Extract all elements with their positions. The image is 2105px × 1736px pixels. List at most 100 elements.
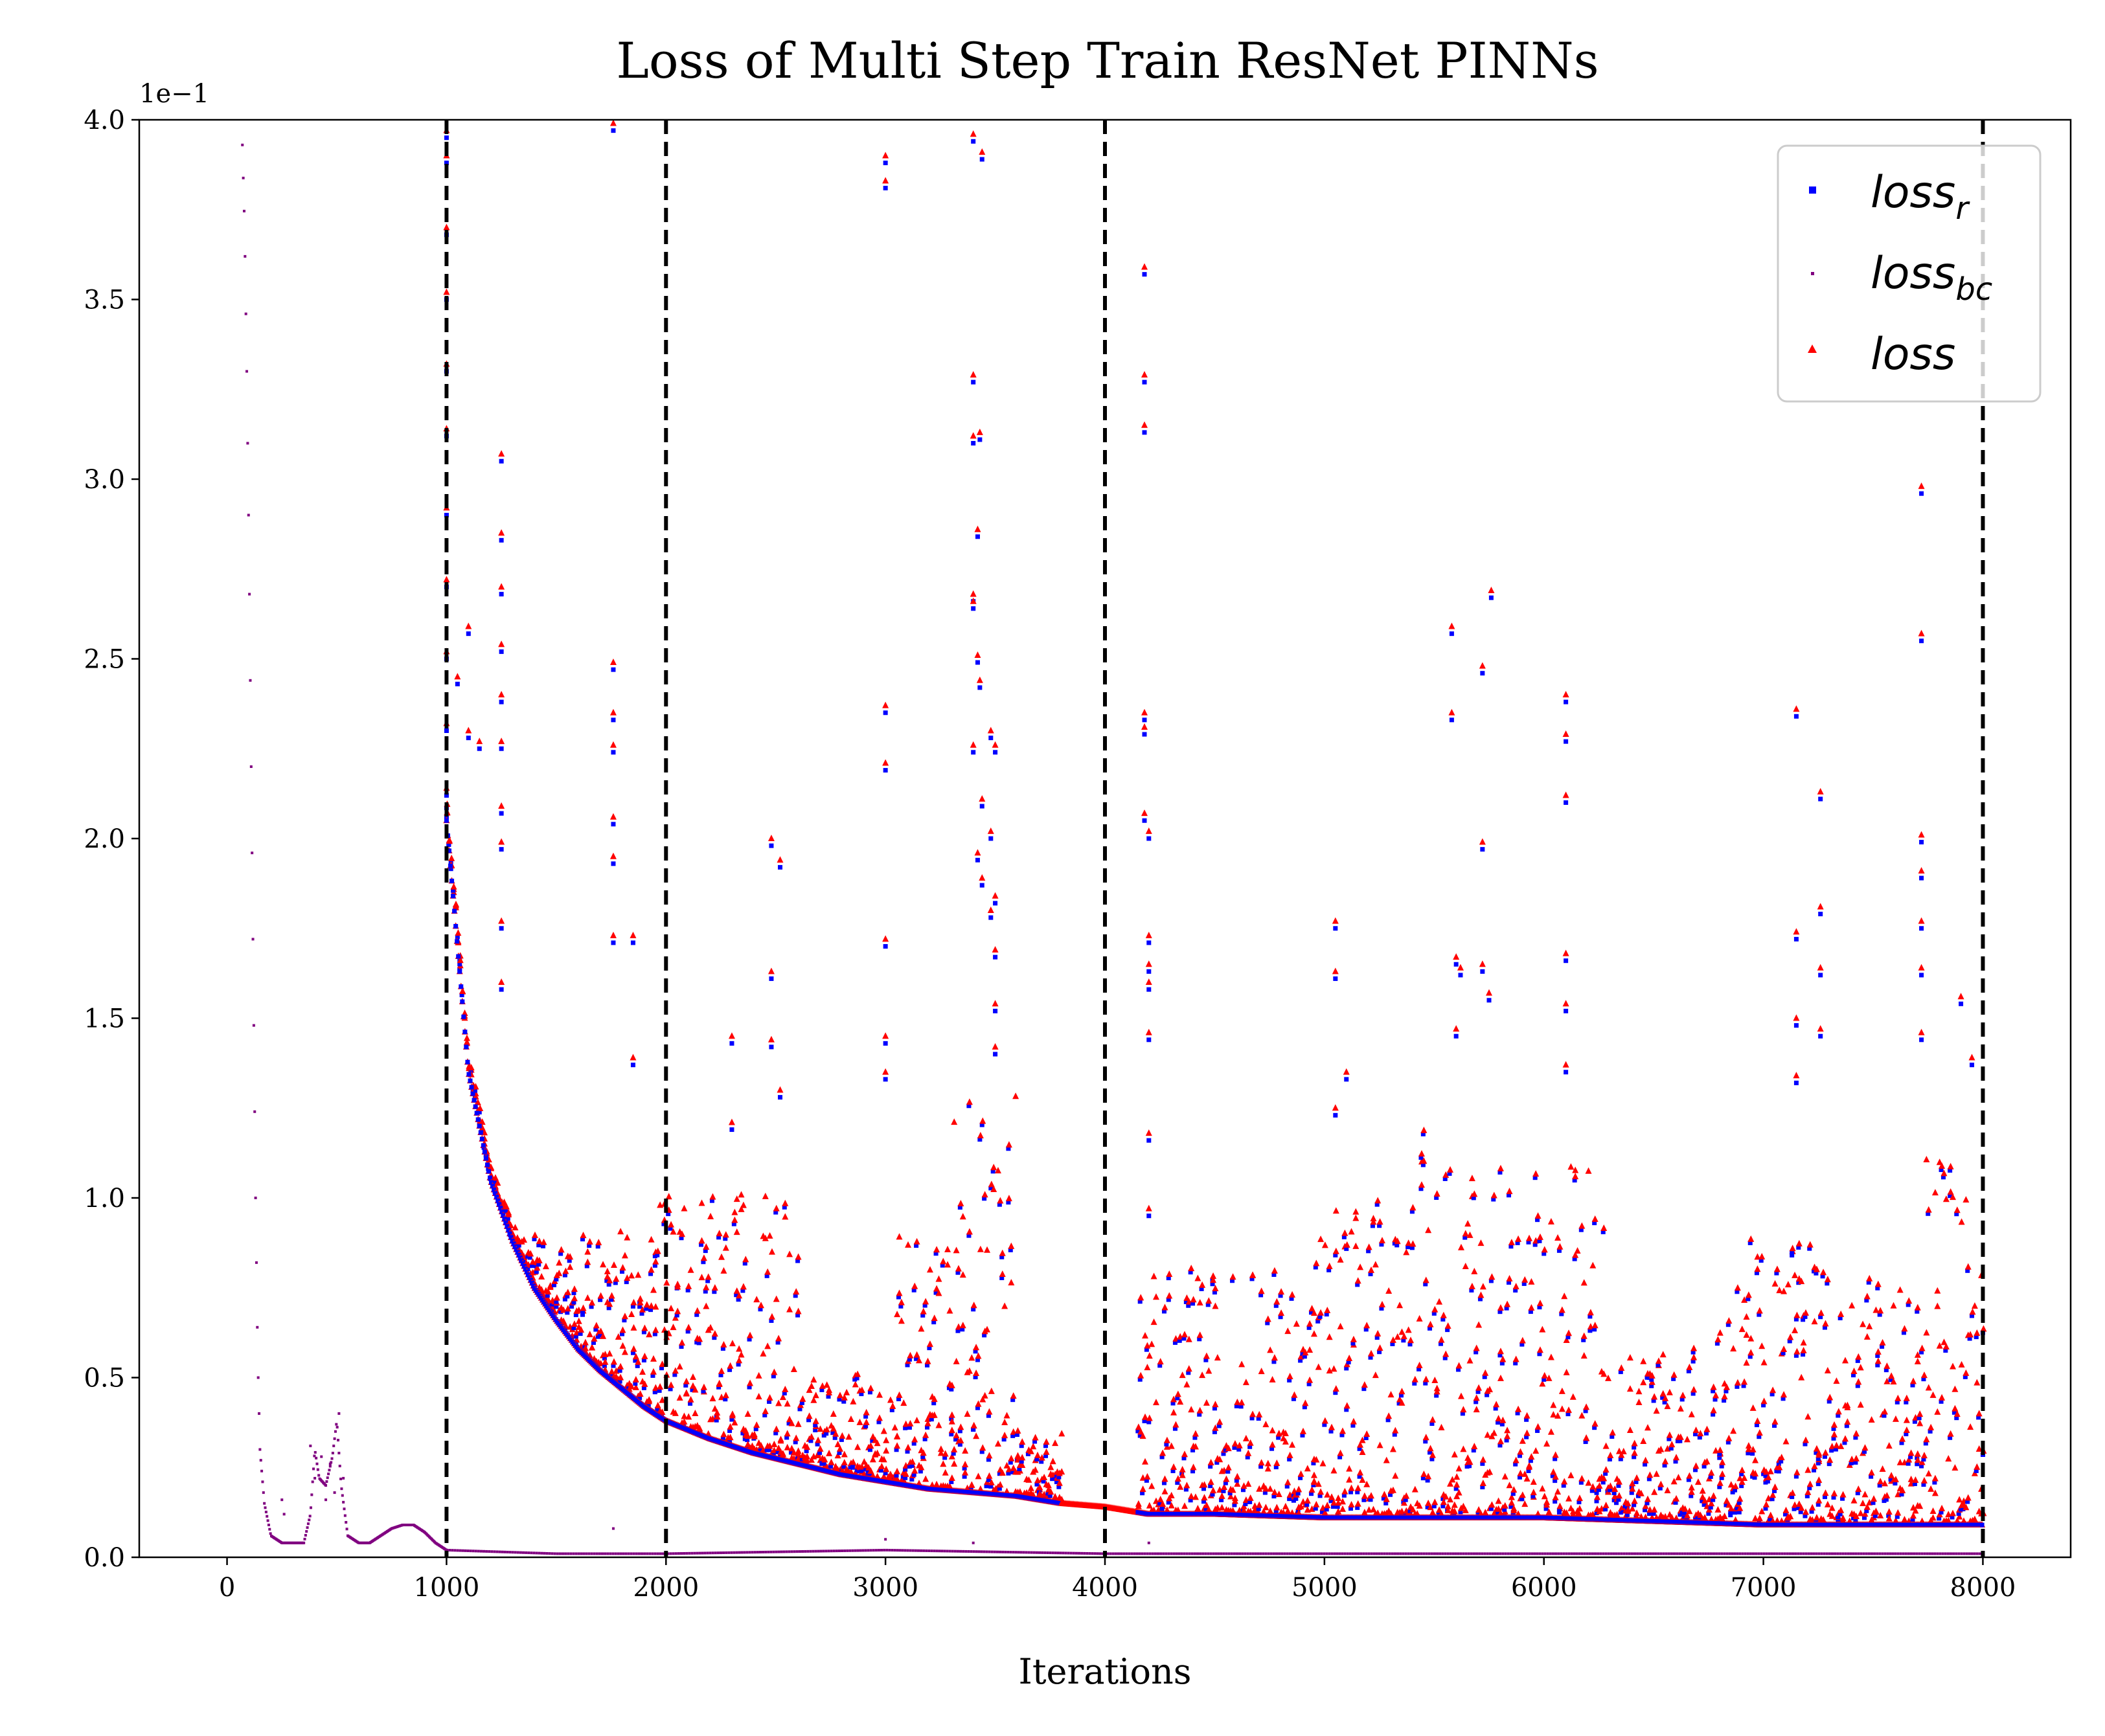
loss-bc-point (690, 1551, 694, 1555)
loss-r-point (1872, 1513, 1878, 1518)
loss-point (729, 1340, 736, 1347)
loss-bc-point (333, 1491, 336, 1494)
loss-r-point (896, 1294, 901, 1300)
loss-bc-point (1199, 1552, 1202, 1555)
loss-point (1479, 1479, 1486, 1486)
loss-point (1688, 1410, 1695, 1417)
loss-bc-point (1096, 1552, 1099, 1555)
loss-point (571, 1294, 578, 1302)
loss-bc-point (1602, 1552, 1605, 1555)
loss-point (1644, 1495, 1652, 1502)
loss-point (1809, 1504, 1816, 1511)
loss-point (1394, 1333, 1401, 1340)
loss-point (1346, 1476, 1353, 1483)
loss-bc-point (740, 1551, 744, 1554)
loss-bc-point (1120, 1552, 1123, 1555)
loss-bc-point (519, 1551, 522, 1554)
loss-point (1030, 1443, 1037, 1450)
loss-point (1341, 1229, 1348, 1236)
loss-point (1188, 1265, 1195, 1272)
loss-bc-point (884, 1538, 887, 1541)
loss-r-point (1010, 1433, 1016, 1438)
loss-bc-point (709, 1551, 712, 1555)
loss-point (646, 1397, 653, 1404)
loss-point (1273, 1504, 1280, 1511)
loss-point (1536, 1300, 1543, 1307)
loss-point (1339, 1498, 1346, 1505)
loss-point (1903, 1426, 1910, 1434)
loss-r-point (1711, 1388, 1716, 1393)
loss-r-point (1036, 1489, 1041, 1494)
loss-bc-point (733, 1551, 736, 1554)
loss-r-point (1298, 1475, 1303, 1480)
loss-r-point (973, 1375, 978, 1380)
loss-bc-point (1193, 1552, 1196, 1555)
loss-r-point (1381, 1496, 1386, 1501)
loss-point (1359, 1476, 1366, 1483)
loss-point (676, 1362, 683, 1370)
loss-r-point (622, 1318, 627, 1323)
loss-r-point (558, 1309, 563, 1314)
loss-point (1934, 1408, 1941, 1415)
loss-r-point (545, 1293, 550, 1298)
loss-point (793, 1288, 800, 1295)
loss-point (1453, 1493, 1461, 1500)
loss-point (1583, 1403, 1590, 1410)
loss-r-point (1671, 1376, 1676, 1381)
loss-r-point (1535, 1428, 1540, 1433)
loss-bc-point (859, 1549, 862, 1552)
loss-point (1457, 1392, 1464, 1399)
loss-point (1293, 1320, 1300, 1327)
loss-point (977, 1132, 984, 1139)
loss-point (1670, 1478, 1678, 1485)
loss-bc-point (1588, 1552, 1591, 1555)
loss-r-point (646, 1403, 651, 1408)
loss-bc-point (1056, 1551, 1060, 1555)
loss-point (795, 1447, 802, 1454)
loss-r-point (1219, 1497, 1224, 1502)
loss-r-point (696, 1340, 701, 1346)
loss-r-point (1836, 1413, 1841, 1418)
loss-point (1361, 1381, 1368, 1388)
loss-point (1188, 1406, 1195, 1413)
loss-point (1196, 1299, 1203, 1306)
loss-r-point (1407, 1342, 1413, 1347)
loss-point (1352, 1214, 1360, 1221)
loss-bc-point (1515, 1552, 1518, 1555)
loss-bc-point (1464, 1552, 1468, 1555)
loss-bc-point (904, 1549, 907, 1552)
loss-r-point (714, 1417, 719, 1423)
loss-bc-point (1673, 1552, 1676, 1555)
loss-bc-point (1454, 1552, 1457, 1555)
loss-r-point (1875, 1362, 1880, 1368)
loss-point (1352, 1242, 1360, 1249)
loss-point (740, 1283, 747, 1290)
loss-bc-point (679, 1552, 683, 1555)
loss-r-point (562, 1272, 567, 1278)
loss-bc-point (556, 1552, 559, 1555)
loss-r-point (1302, 1354, 1307, 1359)
loss-bc-point (483, 1550, 486, 1553)
loss-r-point (1618, 1456, 1623, 1461)
loss-r-point (1043, 1443, 1049, 1449)
loss-point (672, 1409, 679, 1416)
loss-r-point (966, 1233, 972, 1238)
loss-bc-point (946, 1550, 949, 1553)
loss-point (584, 1258, 591, 1265)
loss-point (1493, 1401, 1500, 1408)
loss-r-point (1803, 1513, 1808, 1518)
loss-bc-point (962, 1550, 965, 1553)
loss-bc-point (575, 1552, 578, 1555)
loss-r-point (1258, 1292, 1264, 1298)
loss-r-point (571, 1325, 576, 1331)
loss-bc-point (337, 1412, 341, 1415)
loss-point (1618, 1451, 1625, 1458)
loss-r-point (1807, 1485, 1812, 1491)
loss-point (955, 1265, 962, 1272)
loss-point (681, 1204, 688, 1212)
loss-point (775, 1399, 782, 1406)
loss-point (681, 1418, 688, 1425)
loss-r-point (489, 1180, 494, 1185)
loss-r-point (1210, 1492, 1215, 1497)
loss-point (503, 1202, 510, 1210)
